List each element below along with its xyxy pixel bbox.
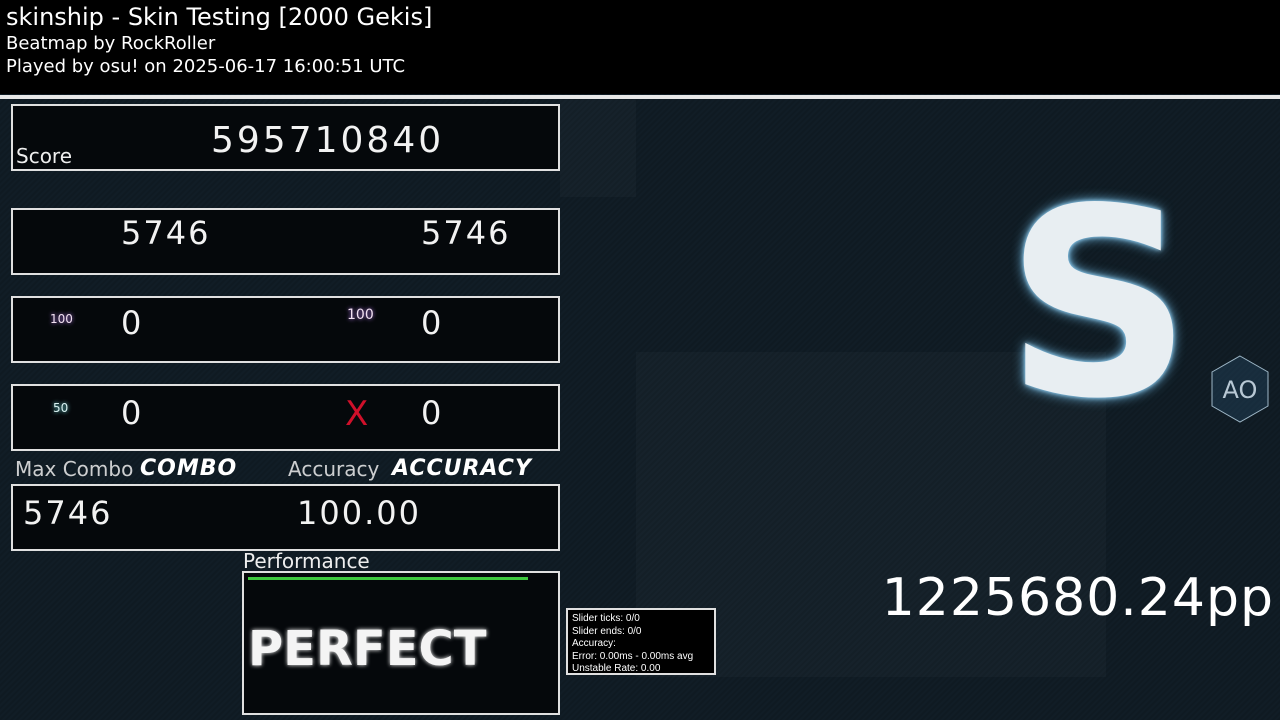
count-100: 0 <box>121 304 144 342</box>
tooltip-line: Unstable Rate: 0.00 <box>572 663 661 674</box>
accuracy-value: 100.00 <box>297 494 421 532</box>
count-katu: 0 <box>421 304 444 342</box>
max-combo-value: 5746 <box>23 494 113 532</box>
hit100k-icon: 100 <box>347 307 374 323</box>
tooltip-line: Accuracy: <box>572 638 616 649</box>
played-by: Played by osu! on 2025-06-17 16:00:51 UT… <box>6 56 406 77</box>
score-label: Score <box>16 144 73 168</box>
combo-skin-label: COMBO <box>140 456 238 481</box>
accuracy-skin-label: ACCURACY <box>392 456 532 481</box>
hit-error-tooltip: Slider ticks: 0/0 Slider ends: 0/0 Accur… <box>566 608 716 675</box>
count-50: 0 <box>121 394 144 432</box>
background-panel <box>560 100 636 197</box>
perfect-stamp: PERFECT <box>248 621 487 677</box>
divider <box>0 95 1280 99</box>
beatmap-creator: Beatmap by RockRoller <box>6 33 216 54</box>
count-miss: 0 <box>421 394 444 432</box>
header: skinship - Skin Testing [2000 Gekis] Bea… <box>0 0 1280 94</box>
hit50-icon: 50 <box>53 401 69 415</box>
pp-value: 1225680.24pp <box>881 568 1274 628</box>
hp-graph-line <box>248 577 528 580</box>
rank-grade: S <box>1005 154 1193 456</box>
autopilot-mod-icon[interactable]: AO <box>1208 354 1272 424</box>
hit100-icon: 100 <box>50 312 73 326</box>
beatmap-title: skinship - Skin Testing [2000 Gekis] <box>6 3 433 31</box>
tooltip-line: Slider ends: 0/0 <box>572 625 642 637</box>
score-value: 595710840 <box>211 120 445 161</box>
count-geki: 5746 <box>421 214 511 252</box>
score-panel: Score 595710840 <box>11 104 560 171</box>
tooltip-line: Error: 0.00ms - 0.00ms avg <box>572 650 694 662</box>
max-combo-label: Max Combo <box>15 457 134 481</box>
hit-row-300: 5746 5746 <box>11 208 560 275</box>
mod-acronym: AO <box>1223 376 1258 404</box>
combo-accuracy-panel: 5746 100.00 <box>11 484 560 551</box>
hit-row-100: 100 0 100 0 <box>11 296 560 363</box>
performance-graph[interactable]: PERFECT <box>242 571 560 715</box>
count-300: 5746 <box>121 214 211 252</box>
accuracy-label: Accuracy <box>288 457 380 481</box>
performance-label: Performance <box>243 549 370 573</box>
miss-icon: X <box>345 394 369 434</box>
tooltip-line: Slider ticks: 0/0 <box>572 613 640 624</box>
hit-row-50: 50 0 X 0 <box>11 384 560 451</box>
